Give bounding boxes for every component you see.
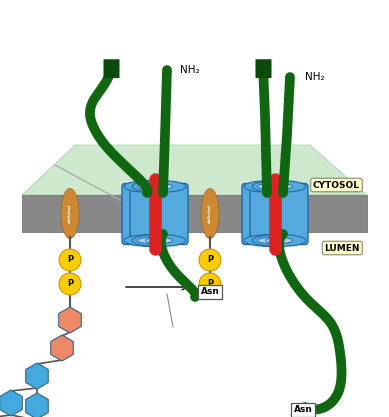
- Circle shape: [199, 249, 221, 271]
- FancyBboxPatch shape: [250, 183, 308, 244]
- Text: P: P: [67, 279, 73, 289]
- FancyBboxPatch shape: [130, 183, 188, 244]
- Polygon shape: [26, 393, 48, 417]
- Text: Asn: Asn: [294, 405, 312, 414]
- Ellipse shape: [252, 234, 306, 246]
- Text: P: P: [207, 256, 213, 264]
- Ellipse shape: [61, 188, 79, 239]
- Ellipse shape: [258, 238, 284, 244]
- Ellipse shape: [266, 183, 293, 189]
- FancyBboxPatch shape: [242, 183, 300, 244]
- Text: Asn: Asn: [201, 287, 219, 296]
- Polygon shape: [0, 390, 22, 416]
- Ellipse shape: [266, 238, 293, 244]
- Text: P: P: [67, 256, 73, 264]
- Ellipse shape: [132, 181, 186, 193]
- Text: NH₂: NH₂: [305, 72, 325, 82]
- Ellipse shape: [252, 181, 306, 193]
- Ellipse shape: [145, 183, 172, 189]
- Polygon shape: [22, 145, 367, 195]
- Ellipse shape: [124, 181, 178, 193]
- Ellipse shape: [137, 183, 165, 189]
- Ellipse shape: [132, 234, 186, 246]
- Text: NH₂: NH₂: [180, 65, 200, 75]
- Ellipse shape: [244, 181, 298, 193]
- Ellipse shape: [137, 238, 165, 244]
- FancyBboxPatch shape: [122, 183, 180, 244]
- Text: dolichol: dolichol: [68, 204, 72, 223]
- Polygon shape: [59, 307, 81, 333]
- Ellipse shape: [145, 238, 172, 244]
- Text: dolichol: dolichol: [208, 204, 212, 223]
- Bar: [22, 195, 367, 232]
- Ellipse shape: [201, 188, 219, 239]
- Polygon shape: [51, 335, 73, 361]
- Text: LUMEN: LUMEN: [324, 244, 360, 253]
- Text: CYTOSOL: CYTOSOL: [313, 181, 360, 189]
- Circle shape: [59, 273, 81, 295]
- Polygon shape: [26, 363, 48, 389]
- Ellipse shape: [258, 183, 284, 189]
- Circle shape: [199, 273, 221, 295]
- Ellipse shape: [124, 234, 178, 246]
- Ellipse shape: [244, 234, 298, 246]
- Circle shape: [59, 249, 81, 271]
- Text: P: P: [207, 279, 213, 289]
